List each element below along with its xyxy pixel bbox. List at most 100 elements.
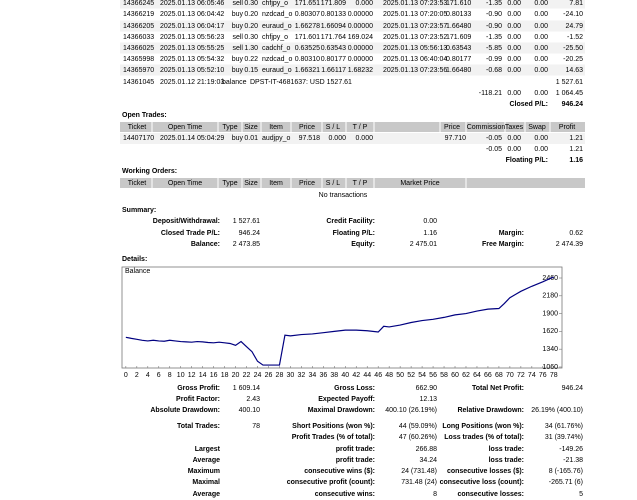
column-header: Open Time <box>168 180 202 187</box>
column-header: Commission <box>467 124 506 131</box>
cell: 0.80177 <box>321 56 346 63</box>
x-tick-label: 2 <box>135 372 139 379</box>
value: 78 <box>252 423 260 430</box>
x-tick-label: 0 <box>124 372 128 379</box>
column-header: Open Time <box>168 124 202 131</box>
value: 34 (61.76%) <box>545 423 583 430</box>
cell: 0.00 <box>534 67 548 74</box>
cell: 1 064.45 <box>556 90 583 97</box>
label: profit trade: <box>336 446 375 453</box>
cell: -24.10 <box>563 11 583 18</box>
cell: 0.00 <box>507 11 521 18</box>
x-tick-label: 8 <box>168 372 172 379</box>
value: 24 (731.48) <box>401 468 437 475</box>
label: Maximum <box>188 468 220 475</box>
row-band <box>120 178 585 188</box>
label: Balance: <box>191 241 220 248</box>
cell: sell <box>232 0 243 7</box>
label: Equity: <box>351 241 375 248</box>
cell: 0.00 <box>534 23 548 30</box>
cell: 0.00 <box>534 11 548 18</box>
value: -265.71 (6) <box>549 479 583 486</box>
column-header: Taxes <box>505 124 524 131</box>
label: Short Positions (won %): <box>292 423 375 430</box>
x-tick-label: 58 <box>440 372 448 379</box>
cell: 1.30 <box>244 45 258 52</box>
x-tick-label: 40 <box>341 372 349 379</box>
cell: 0.63525 <box>295 45 320 52</box>
column-header: Market Price <box>400 180 439 187</box>
column-header: Ticket <box>128 180 146 187</box>
section-title: Summary: <box>122 207 156 214</box>
cell: 0.000 <box>355 135 373 142</box>
x-tick-label: 6 <box>157 372 161 379</box>
cell: 0.30 <box>244 34 258 41</box>
value: 946.24 <box>239 230 261 237</box>
cell: 97.518 <box>299 135 321 142</box>
cell: 0.00 <box>507 135 521 142</box>
x-tick-label: 64 <box>473 372 481 379</box>
value: 731.48 (24) <box>401 479 437 486</box>
cell: 14366245 <box>123 0 154 7</box>
y-tick-label: 2180 <box>542 293 558 300</box>
x-tick-label: 20 <box>232 372 240 379</box>
x-tick-label: 72 <box>517 372 525 379</box>
label: Closed Trade P/L: <box>161 230 220 237</box>
x-tick-label: 54 <box>418 372 426 379</box>
value: 946.24 <box>562 101 584 108</box>
x-tick-label: 62 <box>462 372 470 379</box>
cell: 14366219 <box>123 11 154 18</box>
section-title: Details: <box>122 256 147 263</box>
cell: buy <box>232 56 244 63</box>
column-header: T / P <box>353 180 368 187</box>
label: loss trade: <box>489 446 524 453</box>
x-tick-label: 50 <box>396 372 404 379</box>
label: consecutive wins: <box>315 491 375 498</box>
cell: 0.20 <box>244 11 258 18</box>
x-tick-label: 16 <box>210 372 218 379</box>
cell: 0.00000 <box>348 23 373 30</box>
cell: nzdcad_o <box>262 56 292 63</box>
x-tick-label: 38 <box>330 372 338 379</box>
cell: nzdcad_o <box>262 11 292 18</box>
row-band <box>120 20 585 32</box>
row-band <box>120 64 585 76</box>
section-title: Working Orders: <box>122 168 177 175</box>
value: 0.00 <box>423 218 437 225</box>
cell: 14365998 <box>123 56 154 63</box>
column-header: Ticket <box>128 124 146 131</box>
x-tick-label: 18 <box>221 372 229 379</box>
column-header: Size <box>244 180 258 187</box>
cell: 97.710 <box>445 135 467 142</box>
cell: 14366033 <box>123 34 154 41</box>
cell: chfjpy_o <box>262 34 288 41</box>
cell: 0.000 <box>355 0 373 7</box>
value: -21.38 <box>563 457 583 464</box>
label: Largest <box>195 446 221 453</box>
label: Maximal Drawdown: <box>308 407 375 414</box>
cell: 0.63543 <box>446 45 471 52</box>
cell: 0.00 <box>507 34 521 41</box>
cell: 2025.01.12 21:19:03 <box>160 79 224 86</box>
column-header: Profit <box>559 124 575 131</box>
label: Floating P/L: <box>333 230 375 237</box>
x-tick-label: 4 <box>146 372 150 379</box>
cell: 1.66117 <box>321 67 346 74</box>
cell: 0.00000 <box>348 11 373 18</box>
cell: 171.651 <box>295 0 320 7</box>
empty-note: No transactions <box>319 192 368 199</box>
x-tick-label: 36 <box>319 372 327 379</box>
x-tick-label: 12 <box>188 372 196 379</box>
label: loss trade: <box>489 457 524 464</box>
column-header: T / P <box>353 124 368 131</box>
cell: -1.35 <box>486 34 502 41</box>
value: 1.16 <box>569 157 583 164</box>
cell: balance <box>222 79 247 86</box>
label: Loss trades (% of total): <box>444 434 524 441</box>
cell: 2025.01.13 07:23:56 <box>383 67 447 74</box>
value: 662.90 <box>416 385 438 392</box>
label: Absolute Drawdown: <box>150 407 220 414</box>
cell: euraud_o <box>262 67 292 74</box>
section-title: Open Trades: <box>122 112 167 119</box>
